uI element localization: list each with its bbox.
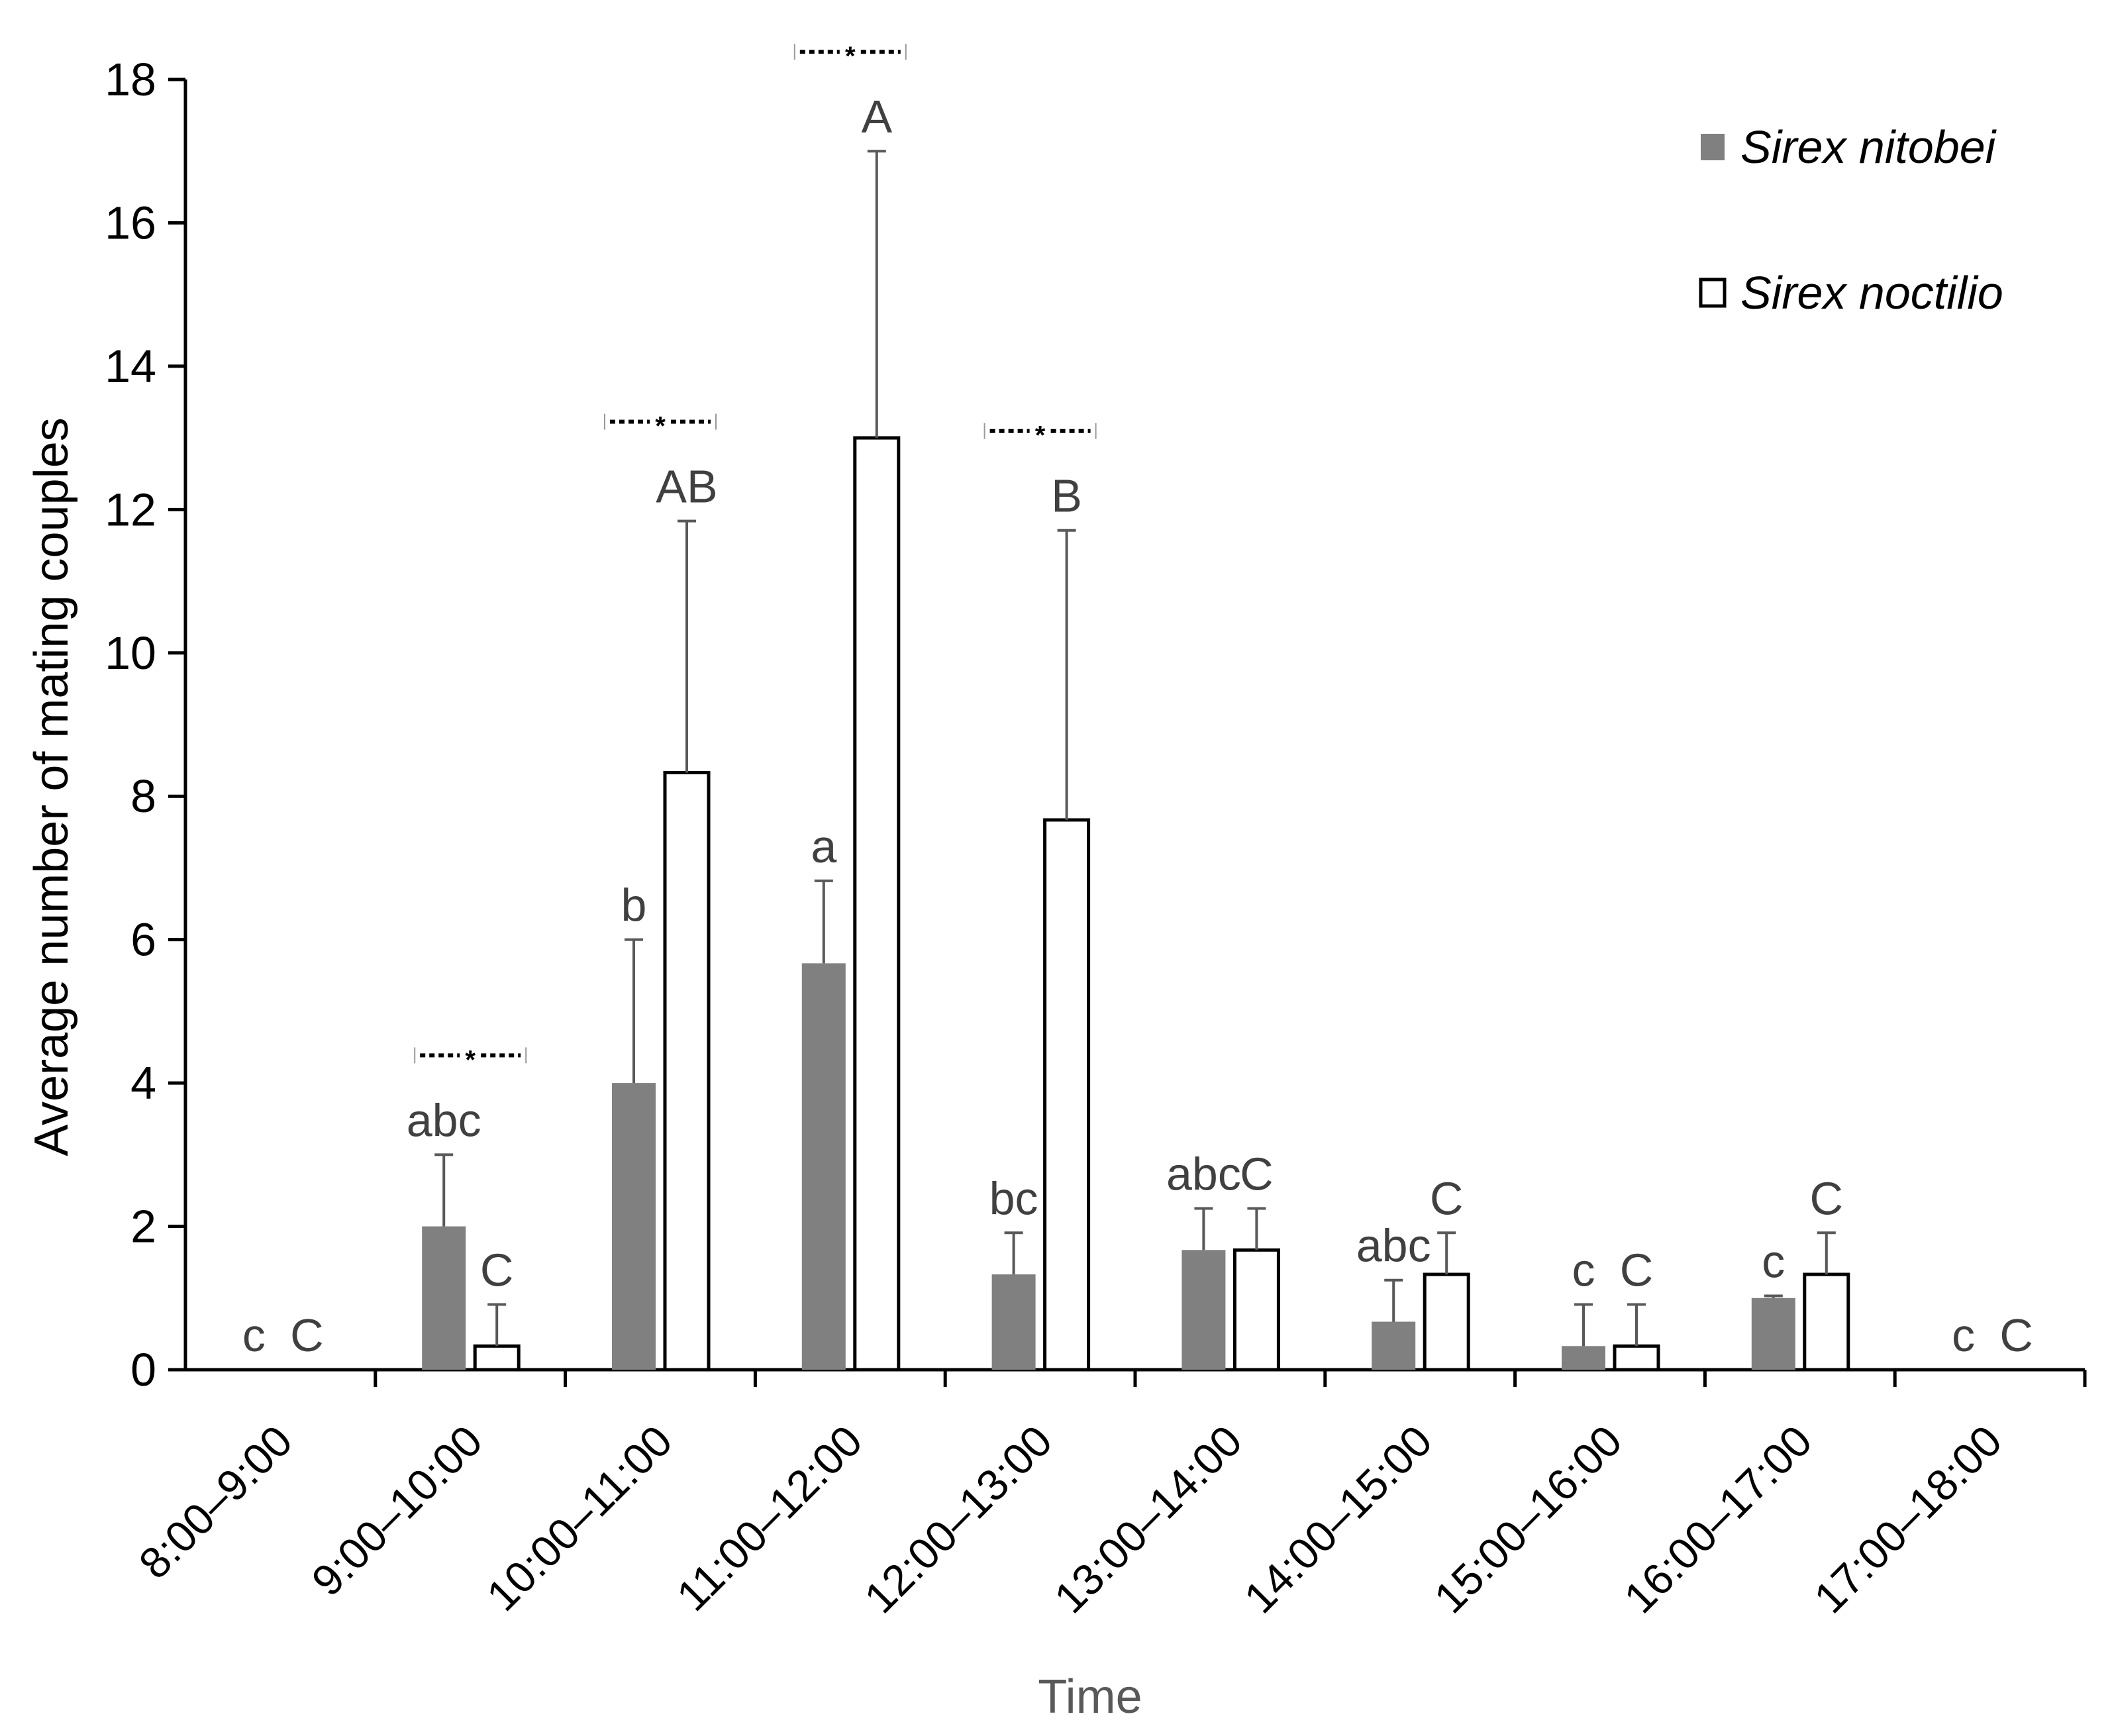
letter-nitobei: c: [1762, 1236, 1785, 1288]
y-axis-title: Average number of mating couples: [25, 417, 78, 1156]
y-tick-label: 18: [105, 54, 156, 105]
x-tick-label: 11:00–12:00: [667, 1416, 871, 1620]
bar-noctilio: [1803, 1272, 1850, 1372]
letter-nitobei: c: [242, 1309, 266, 1361]
bar-noctilio: [663, 771, 711, 1372]
letter-nitobei: abc: [1166, 1149, 1241, 1200]
y-tick-label: 16: [105, 197, 156, 248]
bar-noctilio: [473, 1344, 521, 1372]
x-tick-label: 17:00–18:00: [1805, 1416, 2011, 1623]
y-tick-label: 0: [130, 1344, 156, 1396]
y-tick-label: 4: [130, 1057, 156, 1109]
x-tick-label: 8:00–9:00: [129, 1416, 301, 1588]
legend-label-nitobei: Sirex nitobei: [1740, 121, 1997, 173]
bar-noctilio: [853, 436, 901, 1372]
letter-nitobei: c: [1952, 1309, 1975, 1361]
sig-asterisk: *: [655, 412, 666, 441]
letter-nitobei: b: [621, 880, 647, 931]
letter-noctilio: B: [1051, 470, 1082, 522]
y-tick-label: 12: [105, 484, 156, 535]
bar-nitobei: [422, 1226, 466, 1370]
letter-noctilio: C: [1810, 1172, 1844, 1224]
significance-markers: * * * *: [414, 42, 1097, 1074]
bar-noctilio: [1613, 1344, 1660, 1372]
y-tick-label: 14: [105, 340, 156, 392]
letter-noctilio: C: [1430, 1172, 1464, 1224]
sig-asterisk: *: [1035, 421, 1046, 450]
letter-noctilio: C: [1999, 1309, 2033, 1361]
letter-nitobei: abc: [1356, 1220, 1431, 1272]
bar-noctilio: [1232, 1248, 1280, 1372]
x-tick-label: 15:00–16:00: [1425, 1416, 1631, 1623]
x-tick-label: 14:00–15:00: [1234, 1416, 1441, 1623]
bar-nitobei: [1562, 1346, 1605, 1370]
y-tick-label: 8: [130, 770, 156, 822]
x-tick-label: 16:00–17:00: [1615, 1416, 1821, 1623]
x-tick-label: 13:00–14:00: [1044, 1416, 1251, 1623]
y-tick-label: 6: [130, 914, 156, 966]
bar-nitobei: [1372, 1321, 1416, 1370]
letter-nitobei: abc: [407, 1094, 481, 1146]
letter-noctilio: A: [861, 91, 892, 142]
letter-noctilio: C: [480, 1245, 514, 1296]
x-axis-title: Time: [1038, 1670, 1142, 1723]
error-bars: [434, 150, 1836, 1347]
bars: [422, 436, 1850, 1372]
y-tick-label: 10: [105, 627, 156, 679]
y-ticks: 0 2 4 6 8 10 12 14 16 18: [105, 54, 185, 1396]
letter-nitobei: a: [811, 821, 836, 872]
x-tick-label: 9:00–10:00: [302, 1416, 491, 1606]
sig-asterisk: *: [465, 1045, 476, 1074]
bar-noctilio: [1423, 1272, 1470, 1372]
x-tick-label: 12:00–13:00: [855, 1416, 1062, 1623]
y-tick-label: 2: [130, 1201, 156, 1252]
sig-asterisk: *: [845, 42, 856, 71]
letter-noctilio: C: [1620, 1245, 1654, 1296]
letter-nitobei: bc: [989, 1172, 1038, 1224]
legend-swatch-nitobei: [1701, 134, 1725, 160]
legend: Sirex nitobei Sirex noctilio: [1699, 121, 2003, 319]
bar-nitobei: [991, 1274, 1036, 1370]
letter-noctilio: C: [290, 1309, 324, 1361]
legend-label-noctilio: Sirex noctilio: [1740, 267, 2003, 319]
bar-nitobei: [1751, 1298, 1795, 1370]
bar-nitobei: [612, 1083, 656, 1370]
letter-nitobei: c: [1572, 1245, 1595, 1296]
x-tick-label: 10:00–11:00: [478, 1416, 681, 1620]
x-ticks: 8:00–9:00 9:00–10:0010:00–11:0011:00–12:0…: [129, 1370, 2087, 1623]
bar-nitobei: [1182, 1250, 1226, 1370]
legend-swatch-noctilio: [1699, 278, 1727, 308]
letter-noctilio: AB: [656, 461, 717, 513]
bar-nitobei: [801, 963, 846, 1370]
letter-noctilio: C: [1240, 1149, 1274, 1200]
bar-noctilio: [1043, 818, 1091, 1372]
